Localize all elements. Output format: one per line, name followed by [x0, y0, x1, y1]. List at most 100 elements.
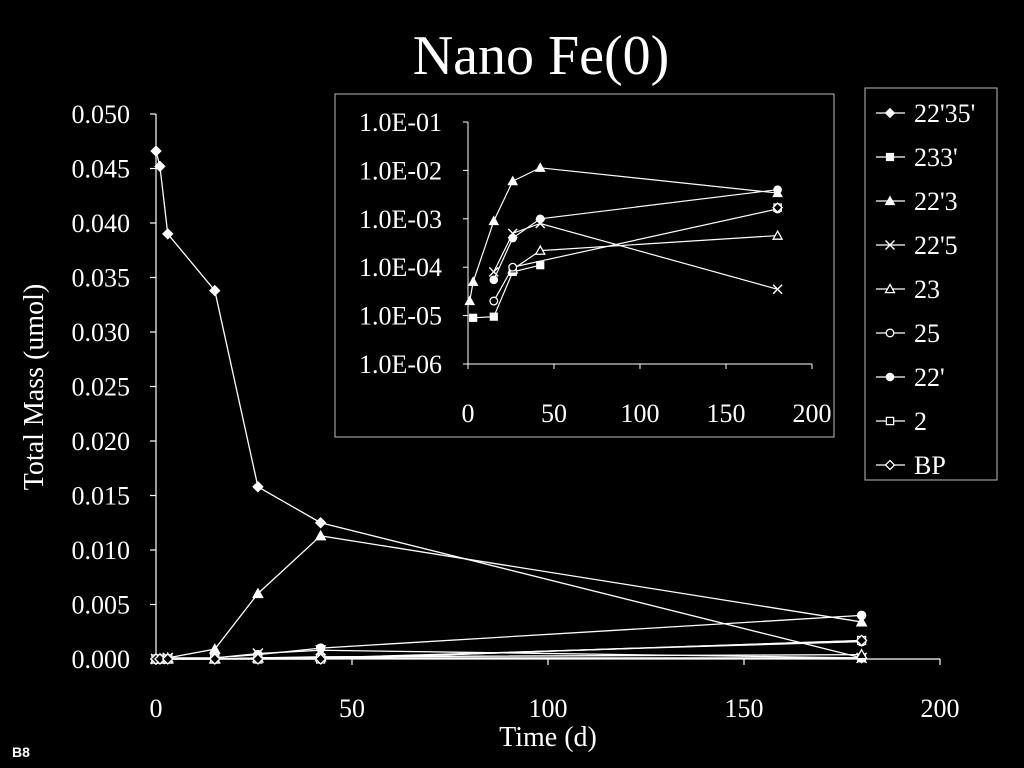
inset-data-point: [467, 276, 479, 286]
y-tick-label: 0.035: [72, 264, 131, 293]
x-tick-label: 150: [725, 694, 764, 723]
legend-label: 22'35': [914, 99, 975, 128]
data-point: [855, 634, 868, 647]
data-point: [209, 284, 221, 297]
inset-data-point: [507, 175, 519, 186]
inset-series-BP: [772, 202, 784, 214]
y-tick-label: 0.040: [72, 209, 131, 238]
legend-item: 23: [876, 275, 940, 304]
data-point: [252, 653, 264, 665]
inset-x-tick-label: 50: [541, 399, 567, 428]
series-BP: [150, 634, 868, 665]
inset-data-point: [534, 244, 546, 255]
inset-y-tick-label: 1.0E-04: [359, 253, 442, 282]
legend-item: BP: [876, 451, 946, 480]
x-axis-label: Time (d): [499, 722, 597, 753]
inset-y-tick-label: 1.0E-02: [359, 156, 442, 185]
legend-marker: [885, 416, 895, 426]
inset-y-tick-label: 1.0E-01: [359, 108, 442, 137]
inset-x-tick-label: 100: [621, 399, 660, 428]
inset-series-line: [493, 189, 778, 281]
legend-marker: [885, 240, 895, 250]
legend-marker: [884, 459, 896, 471]
y-tick-label: 0.050: [72, 100, 131, 129]
inset-axes: 1.0E-01 1.0E-02 1.0E-03 1.0E-04 1.0E-05 1.0E-…: [359, 108, 832, 428]
legend-marker: [884, 107, 896, 119]
inset-y-tick-label: 1.0E-03: [359, 205, 442, 234]
inset-data-point: [773, 185, 782, 194]
inset-y-tick-label: 1.0E-05: [359, 302, 442, 331]
inset-data-point: [464, 295, 476, 306]
inset-x-tick-label: 0: [462, 399, 475, 428]
data-point: [252, 587, 264, 599]
inset-data-point: [534, 162, 546, 172]
inset-data-point: [508, 262, 518, 272]
data-point: [314, 517, 327, 529]
legend-label: 22'3: [914, 187, 958, 216]
data-point: [162, 228, 174, 240]
inset-data-point: [535, 214, 545, 224]
main-plot-series: [149, 145, 868, 665]
y-tick-label: 0.005: [72, 591, 131, 620]
data-point: [314, 653, 327, 665]
legend-marker: [885, 152, 895, 162]
y-tick-label: 0.045: [72, 155, 131, 184]
inset-series-line: [473, 264, 541, 319]
data-point: [154, 160, 166, 173]
legend-marker: [884, 195, 896, 206]
inset-data-point: [771, 229, 784, 240]
inset-data-point: [469, 313, 478, 322]
data-point: [161, 653, 174, 665]
inset-series-22p3: [464, 162, 783, 306]
inset-series-22p: [489, 185, 782, 285]
y-tick-label: 0.030: [72, 318, 131, 347]
inset-data-point: [508, 233, 518, 243]
data-point: [252, 481, 264, 493]
legend-label: 25: [914, 319, 940, 348]
legend-item: 22'35': [876, 99, 975, 128]
inset-plot-series: [464, 162, 784, 322]
y-tick-label: 0.020: [72, 427, 131, 456]
inset-data-point: [536, 261, 545, 270]
inset-data-point: [488, 215, 500, 226]
legend-item: 22': [876, 363, 945, 392]
data-point: [154, 653, 166, 665]
inset-data-point: [489, 275, 499, 285]
data-point: [856, 610, 867, 621]
y-tick-label: 0.000: [72, 645, 131, 674]
series-22p3: [150, 529, 868, 664]
legend-label: 2: [914, 407, 927, 436]
legend-label: 22': [914, 363, 945, 392]
legend-item: 22'5: [876, 231, 958, 260]
inset-y-tick-label: 1.0E-06: [359, 350, 442, 379]
legend-marker: [885, 328, 895, 338]
data-point: [855, 648, 868, 660]
inset-data-point: [488, 266, 499, 277]
legend-label: 233': [914, 143, 958, 172]
y-tick-label: 0.015: [72, 482, 131, 511]
inset-frame: [334, 93, 835, 438]
data-point: [314, 529, 327, 541]
inset-x-tick-label: 150: [707, 399, 746, 428]
data-point: [855, 615, 868, 627]
y-tick-label: 0.010: [72, 536, 131, 565]
legend-label: 23: [914, 275, 940, 304]
inset-data-point: [489, 296, 499, 306]
legend-label: 22'5: [914, 231, 958, 260]
inset-data-point: [772, 202, 784, 214]
x-tick-label: 100: [529, 694, 568, 723]
x-tick-label: 50: [339, 694, 365, 723]
legend-item: 22'3: [876, 187, 958, 216]
legend-item: 233': [876, 143, 958, 172]
legend-label: BP: [914, 451, 946, 480]
x-tick-label: 200: [921, 694, 960, 723]
data-point: [208, 653, 221, 665]
legend-item: 2: [876, 407, 927, 436]
inset-chart: 1.0E-01 1.0E-02 1.0E-03 1.0E-04 1.0E-05 1.0E-…: [334, 93, 835, 438]
x-tick-label: 0: [150, 694, 163, 723]
inset-data-point: [772, 284, 783, 295]
legend-marker: [884, 283, 896, 294]
main-axes: 0.000 0.005 0.010 0.015 0.020 0.025 0.030 0.035…: [72, 100, 960, 723]
inset-data-point: [489, 312, 498, 321]
